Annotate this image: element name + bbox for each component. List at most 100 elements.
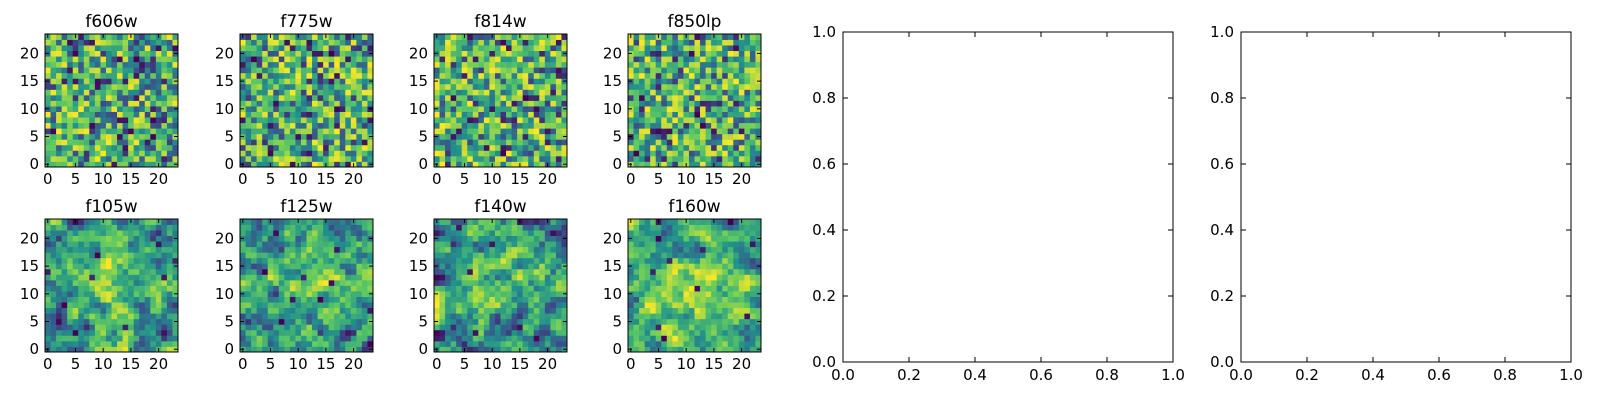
- heatmap-cell: [644, 329, 651, 336]
- heatmap-cell: [94, 150, 101, 157]
- heatmap-cell: [472, 89, 479, 96]
- heatmap-cell: [722, 219, 729, 225]
- heatmap-cell: [328, 89, 335, 96]
- heatmap-cell: [78, 318, 85, 325]
- heatmap-cell: [94, 45, 101, 52]
- heatmap-cell: [339, 230, 346, 237]
- heatmap-cell: [317, 100, 324, 107]
- heatmap-cell: [45, 224, 51, 231]
- heatmap-cell: [117, 56, 123, 63]
- heatmap-cell: [72, 235, 79, 242]
- heatmap-cell: [666, 291, 673, 297]
- heatmap-cell: [78, 39, 85, 46]
- heatmap-cell: [323, 133, 330, 140]
- heatmap-cell: [361, 329, 368, 336]
- heatmap-cell: [561, 89, 568, 96]
- heatmap-cell: [306, 39, 313, 46]
- heatmap-cell: [122, 235, 129, 242]
- heatmap-cell: [328, 61, 335, 68]
- heatmap-cell: [323, 224, 330, 231]
- heatmap-cell: [317, 133, 324, 140]
- heatmap-cell: [494, 106, 501, 112]
- heatmap-cell: [439, 318, 446, 325]
- heatmap-cell: [356, 313, 363, 320]
- heatmap-cell: [727, 78, 734, 85]
- heatmap-cell: [105, 111, 112, 118]
- heatmap-cell: [749, 89, 756, 96]
- heatmap-cell: [749, 72, 756, 79]
- heatmap-cell: [688, 274, 695, 281]
- heatmap-cell: [306, 111, 313, 118]
- heatmap-cell: [688, 67, 695, 74]
- heatmap-cell: [284, 329, 291, 336]
- heatmap-cell: [755, 335, 762, 342]
- heatmap-cell: [733, 307, 740, 314]
- heatmap-cell: [716, 83, 723, 90]
- heatmap-cell: [284, 241, 291, 248]
- heatmap-cell: [705, 78, 712, 85]
- heatmap-cell: [334, 78, 341, 85]
- heatmap-cell: [500, 117, 507, 124]
- heatmap-cell: [83, 346, 90, 353]
- y-tick-label: 15: [20, 72, 39, 90]
- heatmap-cell: [150, 219, 157, 225]
- heatmap-cell: [633, 144, 640, 151]
- heatmap-cell: [694, 257, 701, 264]
- heatmap-cell: [744, 34, 751, 40]
- heatmap-cell: [500, 150, 507, 157]
- x-tick-label: 20: [149, 170, 168, 188]
- heatmap-cell: [133, 50, 140, 57]
- heatmap-cell: [289, 318, 296, 325]
- heatmap-cell: [506, 224, 512, 231]
- heatmap-cell: [650, 318, 657, 325]
- heatmap-cell: [172, 340, 179, 347]
- heatmap-cell: [550, 83, 557, 90]
- heatmap-cell: [694, 296, 701, 303]
- heatmap-cell: [677, 340, 684, 347]
- heatmap-cell: [111, 34, 118, 40]
- x-tick-label: 5: [460, 170, 470, 188]
- heatmap-cell: [633, 61, 640, 68]
- heatmap-cell: [517, 128, 524, 135]
- heatmap-cell: [555, 56, 562, 63]
- heatmap-cell: [323, 257, 330, 264]
- heatmap-cell: [650, 335, 657, 342]
- heatmap-cell: [50, 307, 57, 314]
- heatmap-cell: [461, 340, 468, 347]
- heatmap-cell: [345, 72, 352, 79]
- heatmap-cell: [522, 257, 529, 264]
- heatmap-cell: [683, 263, 690, 270]
- heatmap-cell: [256, 241, 263, 248]
- heatmap-cell: [139, 117, 146, 124]
- heatmap-cell: [345, 302, 352, 309]
- heatmap-cell: [306, 50, 313, 57]
- heatmap-cell: [738, 45, 745, 52]
- heatmap-cell: [500, 100, 507, 107]
- heatmap-cell: [144, 307, 151, 314]
- heatmap-cell: [166, 335, 173, 342]
- heatmap-cell: [45, 45, 51, 52]
- heatmap-cell: [511, 61, 518, 68]
- heatmap-cell: [738, 61, 745, 68]
- heatmap-cell: [522, 133, 529, 140]
- heatmap-cell: [628, 83, 634, 90]
- heatmap-cell: [256, 161, 263, 168]
- heatmap-cell: [744, 78, 751, 85]
- heatmap-cell: [434, 83, 440, 90]
- heatmap-cell: [139, 94, 146, 101]
- heatmap-cell: [550, 72, 557, 79]
- heatmap-cell: [367, 67, 374, 74]
- heatmap-cell: [128, 133, 135, 140]
- x-tick-label: 10: [94, 355, 113, 373]
- heatmap-cell: [367, 150, 374, 157]
- heatmap-cell: [166, 56, 173, 63]
- heatmap-cell: [467, 246, 474, 253]
- heatmap-cell: [94, 329, 101, 336]
- heatmap-cell: [306, 56, 313, 63]
- heatmap-cell: [478, 219, 485, 225]
- heatmap-cell: [161, 296, 168, 303]
- heatmap-cell: [166, 150, 173, 157]
- heatmap-cell: [100, 230, 107, 237]
- heatmap-cell: [289, 139, 296, 146]
- heatmap-cell: [439, 34, 446, 40]
